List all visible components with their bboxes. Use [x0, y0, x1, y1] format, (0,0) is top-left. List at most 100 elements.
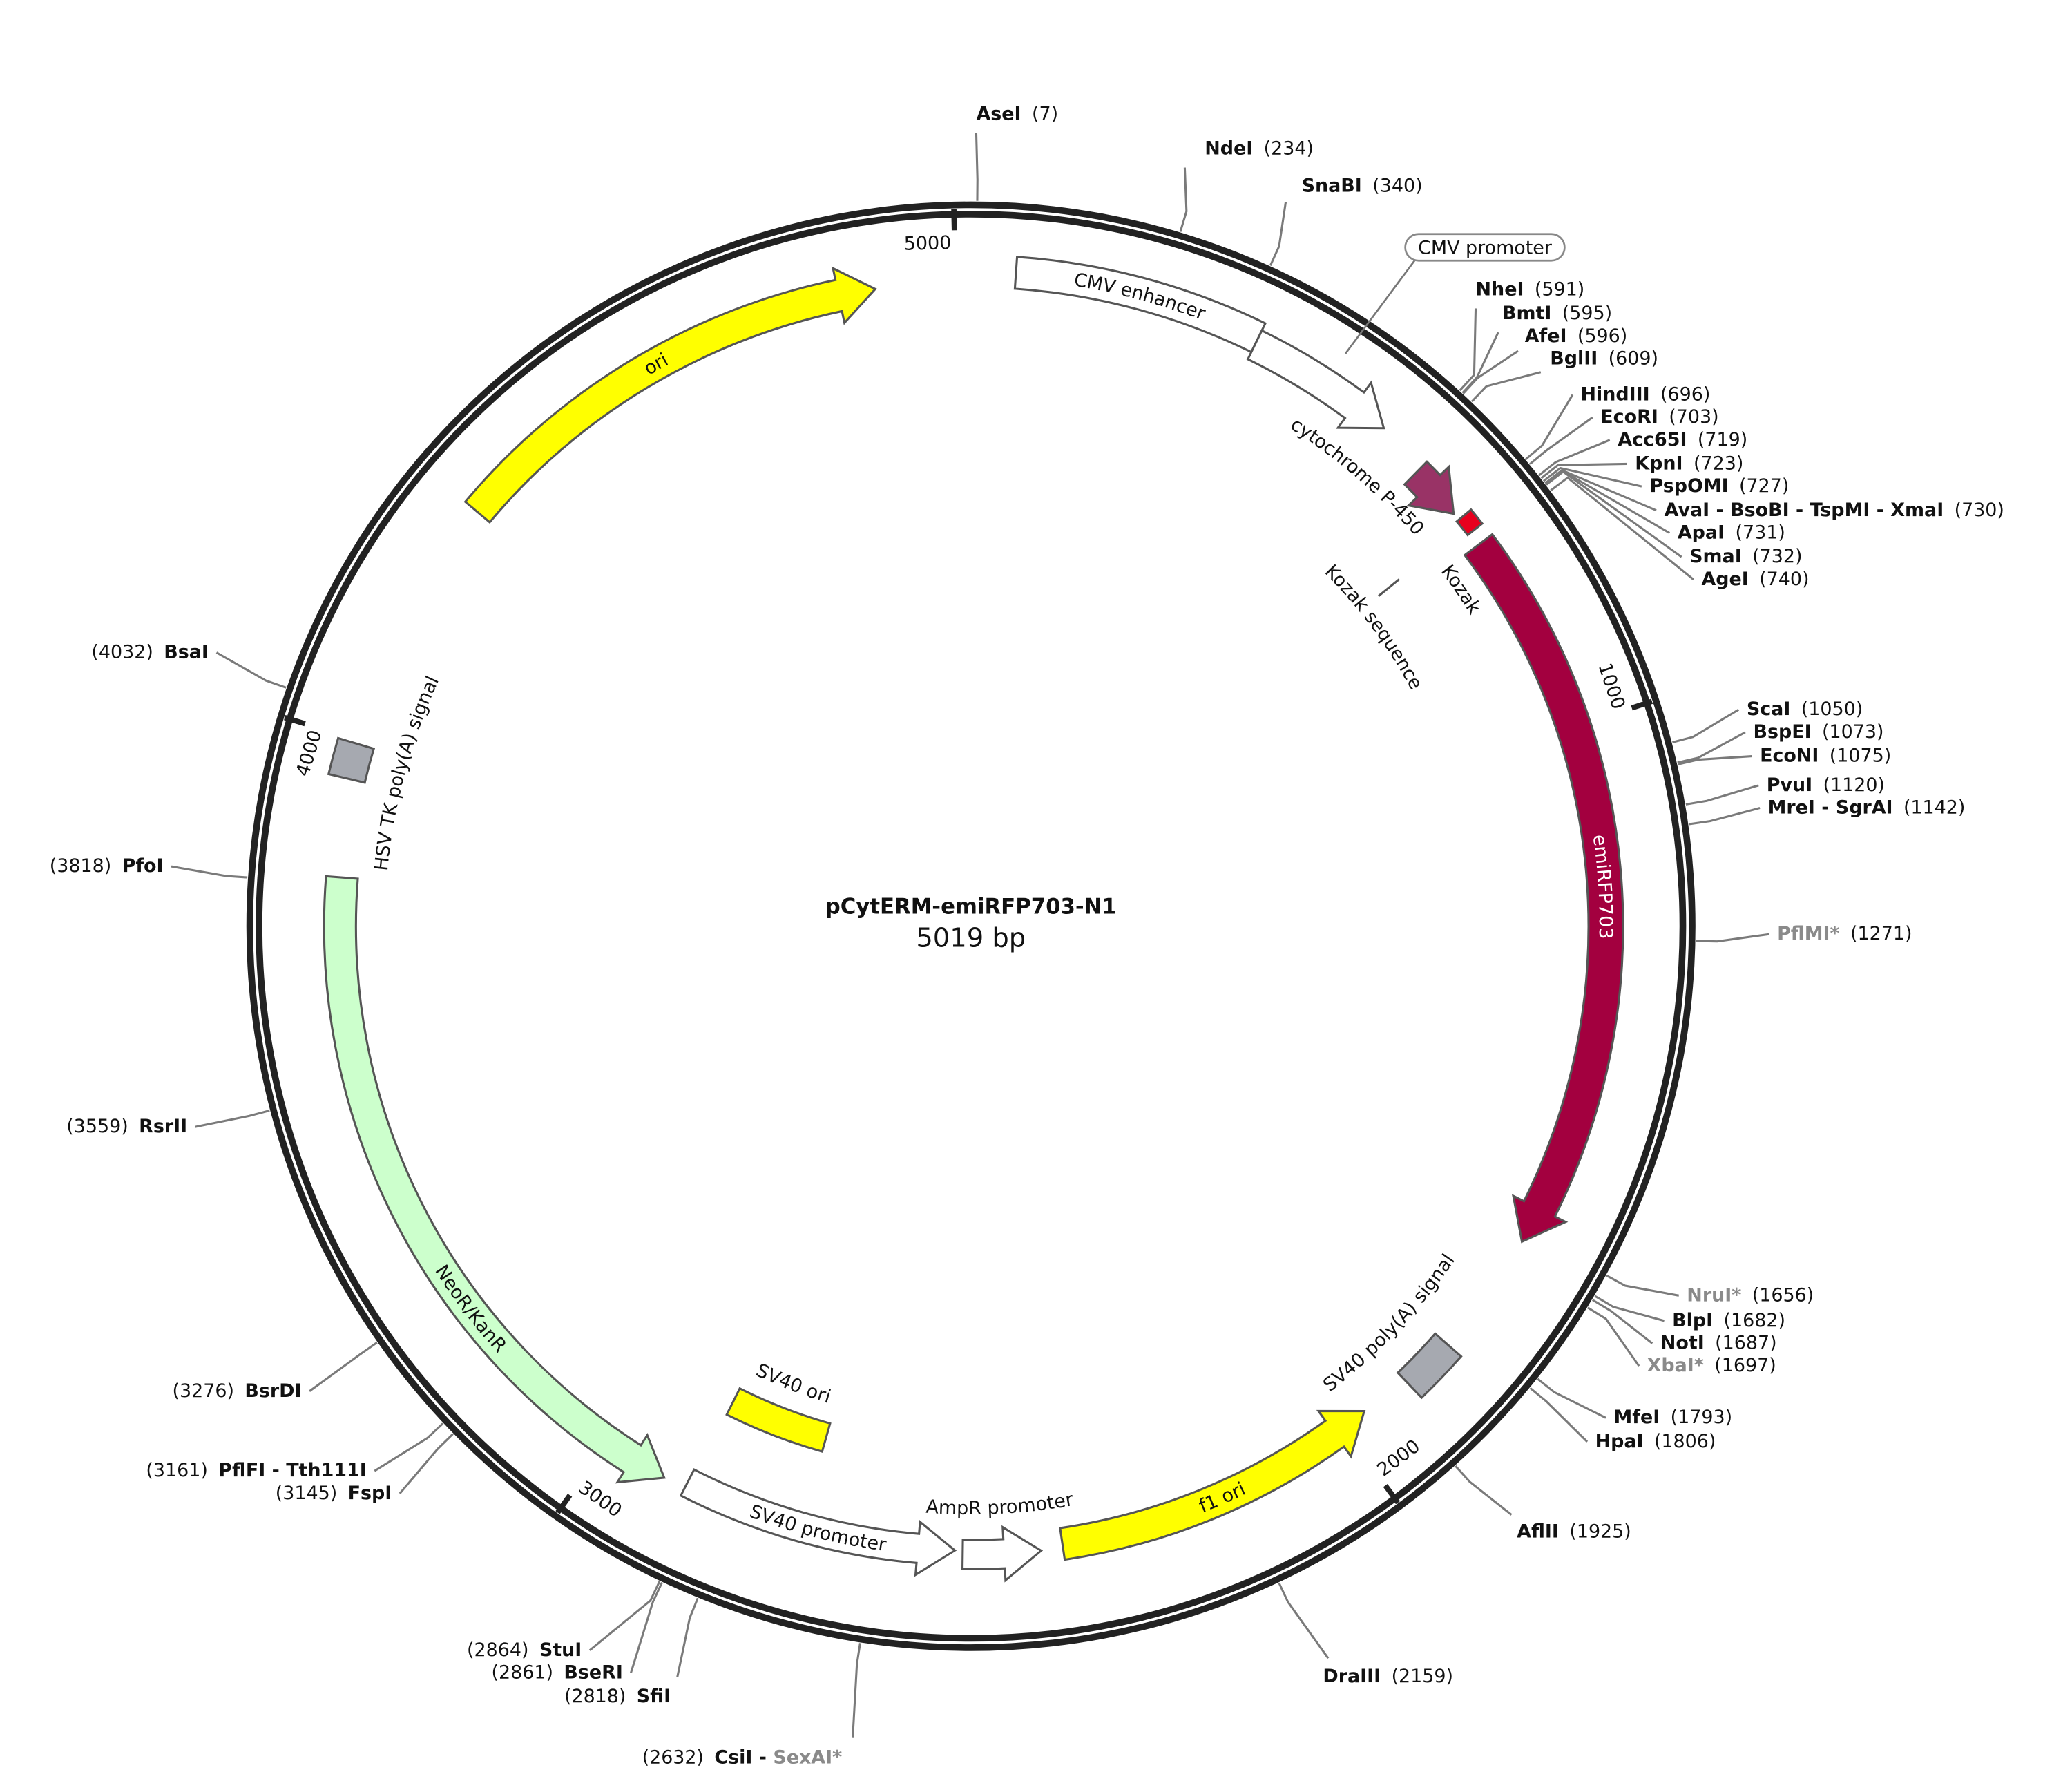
site-position: (7): [1032, 103, 1058, 124]
site-name: CsiI -: [714, 1746, 773, 1768]
site-position: (732): [1752, 546, 1802, 567]
site-label: BspEI (1073): [1753, 721, 1883, 742]
site-label: MfeI (1793): [1614, 1407, 1733, 1428]
site-label: (2632) CsiI - SexAI*: [642, 1746, 843, 1768]
site-line: [676, 1597, 699, 1677]
site-name: DraIII: [1323, 1666, 1381, 1687]
feature-pointer: [1378, 578, 1400, 597]
site-label: (2861) BseRI: [492, 1662, 623, 1683]
site-name: EcoRI: [1600, 406, 1658, 428]
site-name: RsrII: [139, 1116, 187, 1137]
site-position: (1687): [1715, 1332, 1776, 1353]
site-name: KpnI: [1635, 453, 1682, 474]
site-line: [1529, 416, 1593, 465]
site-label: (2864) StuI: [467, 1639, 582, 1660]
site-label: (3161) PflFI - Tth111I: [146, 1460, 366, 1481]
site-label: PvuI (1120): [1767, 774, 1885, 795]
site-label: AseI (7): [976, 103, 1058, 124]
feature: [1059, 1409, 1366, 1561]
site-name: HindIII: [1580, 383, 1649, 405]
site-name: BsrDI: [244, 1380, 301, 1401]
site-name: PspOMI: [1649, 475, 1728, 497]
site-label: BglII (609): [1550, 347, 1658, 369]
site-label: NruI* (1656): [1687, 1284, 1814, 1306]
backbone-outer: [246, 201, 1696, 1651]
site-label: EcoRI (703): [1600, 406, 1718, 428]
site-position: (719): [1698, 428, 1747, 450]
site-label: (3276) BsrDI: [173, 1380, 302, 1401]
site-line: [1672, 708, 1740, 743]
tick-mark: [555, 1494, 573, 1514]
feature: [1463, 533, 1624, 1244]
site-position: (4032): [91, 641, 153, 663]
site-label: HpaI (1806): [1595, 1430, 1716, 1451]
site-label: PflMI* (1271): [1777, 923, 1912, 944]
site-line: [1545, 470, 1682, 558]
feature: [725, 1387, 832, 1454]
site-name: SnaBI: [1302, 175, 1362, 196]
site-name: PflFI - Tth111I: [218, 1460, 367, 1481]
site-position: (1050): [1801, 698, 1863, 720]
site-label: BmtI (595): [1502, 303, 1612, 324]
site-position: (1925): [1569, 1521, 1631, 1542]
feature: [961, 1525, 1044, 1583]
site-position: (1075): [1830, 745, 1891, 766]
site-line: [1462, 350, 1519, 394]
site-line: [374, 1422, 444, 1472]
site-line: [1591, 1299, 1653, 1344]
site-position: (2818): [564, 1686, 626, 1707]
site-line: [1677, 755, 1752, 765]
site-label: SmaI (732): [1689, 546, 1802, 567]
site-position: (3559): [66, 1116, 128, 1137]
tick-mark: [1631, 698, 1653, 711]
site-position: (1142): [1903, 797, 1965, 818]
site-line: [1677, 731, 1746, 764]
site-line: [1269, 202, 1287, 267]
backbone-inner: [256, 211, 1687, 1642]
site-line: [1179, 167, 1188, 232]
site-name: NotI: [1660, 1332, 1705, 1353]
callout-line: [1344, 260, 1416, 354]
site-line: [1542, 466, 1642, 488]
site-name: NheI: [1476, 278, 1524, 300]
site-label: AgeI (740): [1701, 568, 1809, 589]
site-line: [309, 1342, 378, 1393]
site-name: XbaI*: [1647, 1355, 1704, 1376]
site-name: Acc65I: [1618, 428, 1687, 450]
site-position: (340): [1372, 175, 1422, 196]
site-line: [1537, 1378, 1606, 1419]
site-position: (723): [1694, 453, 1743, 474]
site-line: [1696, 933, 1769, 943]
site-label: (3818) PfoI: [50, 855, 164, 877]
site-label: AflII (1925): [1517, 1521, 1631, 1542]
site-name: BmtI: [1502, 303, 1551, 324]
site-position: (730): [1955, 499, 2004, 520]
tick-mark: [284, 714, 306, 727]
site-label: DraIII (2159): [1323, 1666, 1453, 1687]
site-line: [1529, 1387, 1589, 1443]
site-line: [1594, 1295, 1665, 1322]
site-name: PflMI*: [1777, 923, 1840, 944]
site-position: (740): [1759, 568, 1809, 589]
site-position: (696): [1660, 383, 1710, 405]
site-label: SnaBI (340): [1302, 175, 1423, 196]
site-name: BsaI: [164, 641, 209, 663]
site-label: ScaI (1050): [1747, 698, 1863, 720]
site-line: [1470, 371, 1542, 403]
site-line: [1455, 1465, 1513, 1516]
site-name: AseI: [976, 103, 1021, 124]
site-label: NheI (591): [1476, 278, 1585, 300]
site-label: MreI - SgrAI (1142): [1768, 797, 1966, 818]
site-position: (703): [1669, 406, 1718, 428]
site-name: NruI*: [1687, 1284, 1741, 1306]
site-name: NdeI: [1205, 137, 1253, 159]
feature-label: CMV promoter: [1418, 237, 1553, 258]
site-label: ApaI (731): [1678, 522, 1785, 543]
site-label: AfeI (596): [1525, 325, 1628, 346]
site-position: (234): [1264, 137, 1314, 159]
site-name: PvuI: [1767, 774, 1812, 795]
site-line: [1538, 439, 1611, 477]
site-name: PfoI: [122, 855, 164, 877]
site-line: [1525, 394, 1574, 460]
